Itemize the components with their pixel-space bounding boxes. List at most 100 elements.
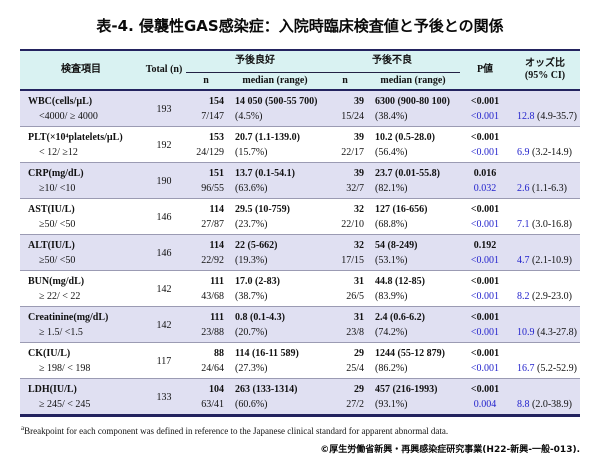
odds-ratio-empty	[510, 162, 580, 181]
good-n: 154	[186, 89, 226, 109]
good-n: 104	[186, 378, 226, 397]
odds-ratio-ci: (1.1-6.3)	[529, 183, 567, 194]
table-row: BUN(mg/dL) 142 111 17.0 (2-83) 31 44.8 (12-85…	[20, 270, 580, 307]
odds-ratio-value: 8.2	[517, 291, 530, 302]
cutoff-label: ≥50/ <50	[39, 219, 76, 230]
odds-ratio-empty	[510, 126, 580, 145]
poor-ratio: 17/15	[324, 253, 366, 271]
good-n: 111	[186, 306, 226, 325]
poor-median-range: 44.8 (12-85)	[366, 270, 460, 289]
col-header-odds-ratio: オッズ比 (95% CI)	[510, 50, 580, 91]
odds-ratio-value: 12.8	[517, 111, 535, 122]
test-name: CK(IU/L)	[20, 342, 142, 361]
good-percent: (15.7%)	[235, 147, 268, 158]
poor-median-range: 10.2 (0.5-28.0)	[366, 126, 460, 145]
total-n: 133	[142, 378, 186, 416]
poor-median-range: 2.4 (0.6-6.2)	[366, 306, 460, 325]
good-median-range: 17.0 (2-83)	[226, 270, 324, 289]
odds-ratio-ci: (2.9-23.0)	[529, 291, 572, 302]
poor-n: 39	[324, 126, 366, 145]
poor-n: 29	[324, 378, 366, 397]
good-n: 111	[186, 270, 226, 289]
p-value-continuous: <0.001	[460, 378, 510, 397]
odds-ratio-empty	[510, 378, 580, 397]
good-ratio: 43/68	[201, 291, 224, 302]
odds-ratio-cell: 6.9 (3.2-14.9)	[510, 145, 580, 163]
good-median-range: 29.5 (10-759)	[226, 198, 324, 217]
good-ratio: 23/88	[186, 325, 226, 343]
test-name: Creatinine(mg/dL)	[20, 306, 142, 325]
col-header-good-prognosis: 予後良好	[186, 50, 324, 73]
table-row: < 12/ ≥12 24/129 (15.7%) 22/17 (56.4%) <0.001…	[20, 145, 580, 163]
good-ratio: 63/41	[186, 397, 226, 416]
poor-n: 39	[324, 162, 366, 181]
col-header-total: Total (n)	[142, 50, 186, 91]
good-ratio: 96/55	[186, 181, 226, 199]
good-percent: (27.3%)	[235, 363, 268, 374]
poor-median-range: 127 (16-656)	[366, 198, 460, 217]
p-value-continuous: <0.001	[460, 342, 510, 361]
good-median-range: 14 050 (500-55 700)	[226, 89, 324, 109]
good-ratio: 27/87	[201, 219, 224, 230]
col-header-poor-prognosis: 予後不良	[324, 50, 460, 73]
table-row: <4000/ ≥ 4000 7/147 (4.5%) 15/24 (38.4%) <0.0…	[20, 109, 580, 127]
odds-ratio-cell: 4.7 (2.1-10.9)	[510, 253, 580, 271]
good-percent: (20.7%)	[226, 325, 324, 343]
poor-n: 39	[324, 89, 366, 109]
test-name: BUN(mg/dL)	[20, 270, 142, 289]
poor-ratio: 22/10	[341, 219, 364, 230]
cutoff-label: ≥50/ <50	[20, 253, 142, 271]
poor-percent: (74.2%)	[366, 325, 460, 343]
table-row: ≥50/ <50 27/87 (23.7%) 22/10 (68.8%) <0.001 7.…	[20, 217, 580, 235]
odds-ratio-empty	[510, 342, 580, 361]
poor-percent: (53.1%)	[366, 253, 460, 271]
test-name: WBC(cells/µL)	[20, 89, 142, 109]
p-value-categorical: <0.001	[470, 219, 500, 230]
odds-ratio-value: 2.6	[517, 183, 530, 194]
good-median-range: 0.8 (0.1-4.3)	[226, 306, 324, 325]
p-value-categorical: <0.001	[470, 147, 500, 158]
p-value-categorical: <0.001	[460, 253, 510, 271]
table-row: CRP(mg/dL) 190 151 13.7 (0.1-54.1) 39 23.7 (0…	[20, 162, 580, 199]
total-n: 146	[142, 234, 186, 271]
table-row: LDH(IU/L) 133 104 263 (133-1314) 29 457 (216-…	[20, 378, 580, 416]
good-percent: (60.6%)	[226, 397, 324, 416]
odds-ratio-cell: 8.8 (2.0-38.9)	[510, 397, 580, 416]
table-row: WBC(cells/µL) 193 154 14 050 (500-55 700) 39…	[20, 89, 580, 127]
odds-ratio-cell: 8.2 (2.9-23.0)	[510, 289, 580, 307]
footnote-text: Breakpoint for each component was define…	[24, 426, 449, 436]
p-value-categorical: <0.001	[470, 363, 500, 374]
subheader-poor-median: median (range)	[366, 72, 460, 91]
good-n: 114	[186, 234, 226, 253]
p-value-continuous: <0.001	[460, 198, 510, 217]
total-n: 192	[142, 126, 186, 163]
good-percent: (63.6%)	[226, 181, 324, 199]
poor-n: 32	[324, 234, 366, 253]
good-n: 153	[186, 126, 226, 145]
poor-n: 31	[324, 270, 366, 289]
poor-n: 29	[324, 342, 366, 361]
good-median-range: 13.7 (0.1-54.1)	[226, 162, 324, 181]
good-ratio: 24/64	[201, 363, 224, 374]
p-value-continuous: <0.001	[460, 306, 510, 325]
total-n: 142	[142, 270, 186, 307]
good-ratio: 24/129	[196, 147, 224, 158]
poor-n: 32	[324, 198, 366, 217]
poor-ratio: 15/24	[324, 109, 366, 127]
table-row: AST(IU/L) 146 114 29.5 (10-759) 32 127 (16-65…	[20, 198, 580, 235]
poor-median-range: 23.7 (0.01-55.8)	[366, 162, 460, 181]
good-percent: (23.7%)	[235, 219, 268, 230]
poor-percent: (83.9%)	[375, 291, 408, 302]
poor-percent: (86.2%)	[375, 363, 408, 374]
good-ratio: 22/92	[186, 253, 226, 271]
table-row: ≥ 22/ < 22 43/68 (38.7%) 26/5 (83.9%) <0.001 8…	[20, 289, 580, 307]
odds-ratio-cell: 16.7 (5.2-52.9)	[510, 361, 580, 379]
p-value-categorical: 0.004	[460, 397, 510, 416]
total-n: 190	[142, 162, 186, 199]
table-row: ≥ 1.5/ <1.5 23/88 (20.7%) 23/8 (74.2%) <0.001…	[20, 325, 580, 343]
subheader-poor-n: n	[324, 72, 366, 91]
table-row: Creatinine(mg/dL) 142 111 0.8 (0.1-4.3) 31 2.…	[20, 306, 580, 343]
poor-ratio: 25/4	[346, 363, 364, 374]
odds-ratio-empty	[510, 89, 580, 109]
odds-ratio-label: オッズ比	[525, 57, 565, 69]
